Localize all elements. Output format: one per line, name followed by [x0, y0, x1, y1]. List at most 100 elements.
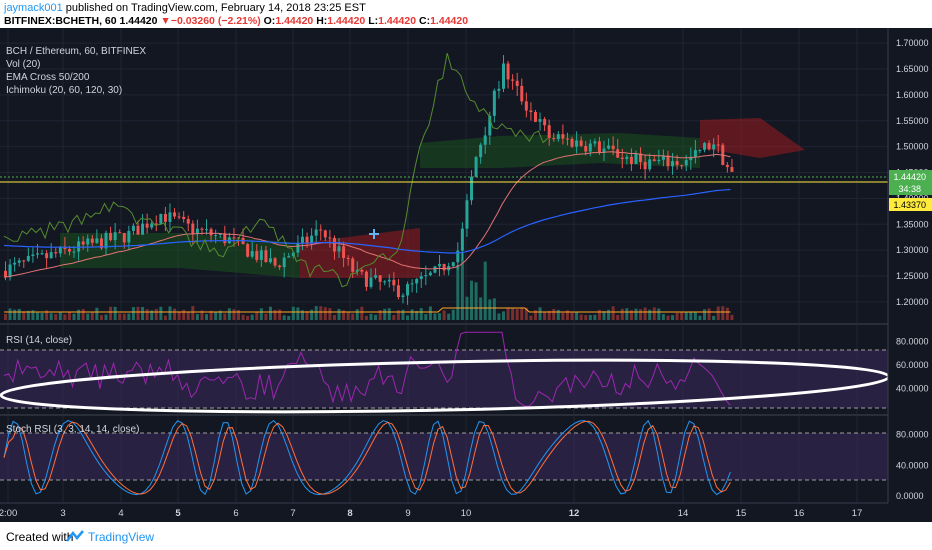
candle-body: [300, 236, 304, 244]
y-tick-label: 1.60000: [896, 90, 929, 100]
candle-body: [666, 155, 670, 167]
volume-bar: [543, 311, 547, 320]
candle-body: [328, 237, 332, 239]
price-change: −0.03260 (−2.21%): [170, 15, 261, 27]
x-tick-label: 12: [569, 508, 580, 519]
legend-volume[interactable]: Vol (20): [6, 59, 40, 70]
volume-bar: [205, 314, 209, 320]
candle-body: [86, 238, 90, 245]
candle-body: [396, 285, 400, 298]
volume-bar: [109, 306, 113, 320]
volume-bar: [684, 311, 688, 320]
price-axis[interactable]: [888, 28, 932, 522]
volume-bar: [118, 313, 122, 320]
candle-body: [182, 216, 186, 220]
last-price: 1.44420: [119, 15, 158, 27]
volume-bar: [177, 311, 181, 320]
open-value: 1.44420: [275, 15, 314, 27]
candle-body: [173, 212, 177, 217]
volume-bar: [584, 315, 588, 320]
chart-svg[interactable]: 1.700001.650001.600001.550001.500001.450…: [0, 28, 932, 522]
volume-bar: [99, 315, 103, 320]
candle-body: [547, 125, 551, 139]
candle-body: [460, 228, 464, 251]
y-tick-label: 1.25000: [896, 271, 929, 281]
legend-ichimoku[interactable]: Ichimoku (20, 60, 120, 30): [6, 85, 122, 96]
ema-slow-line: [3, 188, 731, 254]
candle-body: [342, 246, 346, 258]
candle-body: [99, 238, 103, 249]
author-link[interactable]: jaymack001: [4, 2, 63, 14]
rsi-tick-label: 80.0000: [896, 337, 929, 347]
volume-bar: [579, 314, 583, 320]
candle-body: [81, 241, 85, 245]
x-tick-label: 5: [175, 508, 181, 519]
volume-bar: [17, 308, 21, 320]
volume-bar: [13, 309, 17, 320]
volume-bar: [122, 313, 126, 320]
low-value: 1.44420: [378, 15, 417, 27]
volume-bar: [35, 312, 39, 320]
volume-bar: [255, 311, 259, 320]
tradingview-logo-icon[interactable]: [66, 529, 84, 546]
candle-body: [543, 119, 547, 126]
volume-bar: [625, 308, 629, 320]
candle-body: [465, 200, 469, 229]
volume-bar: [442, 310, 446, 320]
candle-body: [406, 284, 410, 296]
legend-ema-cross[interactable]: EMA Cross 50/200: [6, 72, 90, 83]
stoch-tick-label: 40.0000: [896, 460, 929, 470]
volume-bar: [415, 310, 419, 320]
candle-body: [287, 256, 291, 258]
candle-body: [570, 138, 574, 147]
volume-bar: [63, 314, 67, 320]
volume-bar: [547, 310, 551, 320]
volume-bar: [195, 314, 199, 320]
y-tick-label: 1.70000: [896, 38, 929, 48]
candle-body: [49, 252, 53, 259]
legend-rsi[interactable]: RSI (14, close): [6, 335, 72, 346]
tradingview-brand-link[interactable]: TradingView: [88, 530, 155, 544]
time-axis[interactable]: [0, 503, 932, 522]
candle-body: [643, 161, 647, 170]
candle-body: [648, 159, 652, 170]
volume-bar: [460, 251, 464, 320]
candle-body: [479, 144, 483, 158]
candle-body: [159, 213, 163, 224]
volume-bar: [529, 315, 533, 320]
x-tick-label: 14: [678, 508, 689, 519]
chart-area[interactable]: 1.700001.650001.600001.550001.500001.450…: [0, 28, 932, 522]
volume-bar: [716, 306, 720, 320]
volume-bar: [698, 315, 702, 320]
candle-body: [364, 271, 368, 287]
candle-body: [392, 279, 396, 286]
candle-body: [163, 213, 167, 222]
candle-body: [109, 232, 113, 241]
volume-bar: [593, 314, 597, 320]
footer: Created with TradingView: [0, 522, 932, 550]
candle-body: [209, 229, 213, 236]
volume-bar: [227, 308, 231, 320]
volume-bar: [86, 313, 90, 320]
candle-body: [13, 262, 17, 265]
candle-body: [205, 229, 209, 231]
candle-body: [237, 237, 241, 239]
volume-bar: [113, 306, 117, 320]
candle-body: [588, 143, 592, 152]
level-badge-text: 1.43370: [893, 200, 926, 210]
candle-body: [351, 258, 355, 272]
candle-body: [616, 149, 620, 158]
legend-stoch-rsi[interactable]: Stoch RSI (3, 3, 14, 14, close): [6, 424, 139, 435]
volume-ma-line: [4, 307, 731, 313]
close-label: C:: [419, 15, 431, 27]
candle-body: [689, 156, 693, 161]
volume-bar: [620, 308, 624, 320]
candle-body: [433, 266, 437, 273]
volume-bar: [588, 315, 592, 320]
y-tick-label: 1.50000: [896, 142, 929, 152]
stoch-lines: [3, 419, 731, 496]
candle-body: [652, 159, 656, 162]
volume-bar: [305, 311, 309, 320]
candle-body: [675, 161, 679, 166]
candle-body: [698, 149, 702, 151]
